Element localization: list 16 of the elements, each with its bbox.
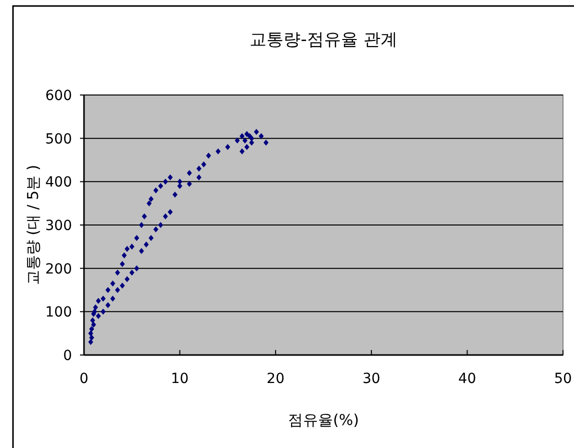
y-tick-label: 100: [45, 304, 72, 321]
y-tick-label: 300: [45, 218, 72, 234]
y-tick-label: 0: [63, 348, 72, 364]
chart-title: 교통량-점유율 관계: [250, 30, 398, 50]
y-tick-label: 600: [45, 88, 72, 104]
x-tick-label: 40: [458, 371, 476, 387]
y-tick-label: 200: [45, 261, 72, 278]
x-tick-label: 10: [170, 371, 189, 387]
x-tick-label: 20: [266, 371, 285, 387]
x-axis-title: 점유율(%): [288, 411, 359, 429]
x-tick-label: 30: [362, 371, 380, 387]
y-tick-label: 500: [45, 131, 72, 148]
x-tick-label: 0: [80, 371, 88, 387]
y-axis-title: 교통량 (대 / 5분 ): [24, 164, 42, 286]
y-tick-label: 400: [45, 174, 72, 191]
x-tick-label: 50: [554, 371, 572, 387]
